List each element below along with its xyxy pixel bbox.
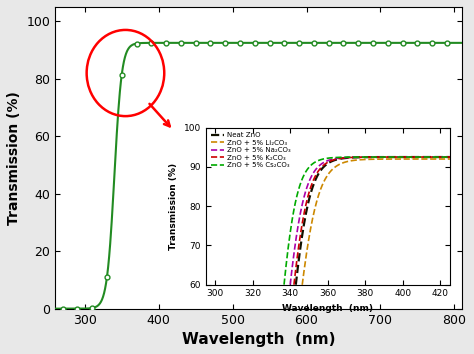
- X-axis label: Wavelength  (nm): Wavelength (nm): [182, 332, 335, 347]
- Y-axis label: Transmission (%): Transmission (%): [7, 91, 21, 225]
